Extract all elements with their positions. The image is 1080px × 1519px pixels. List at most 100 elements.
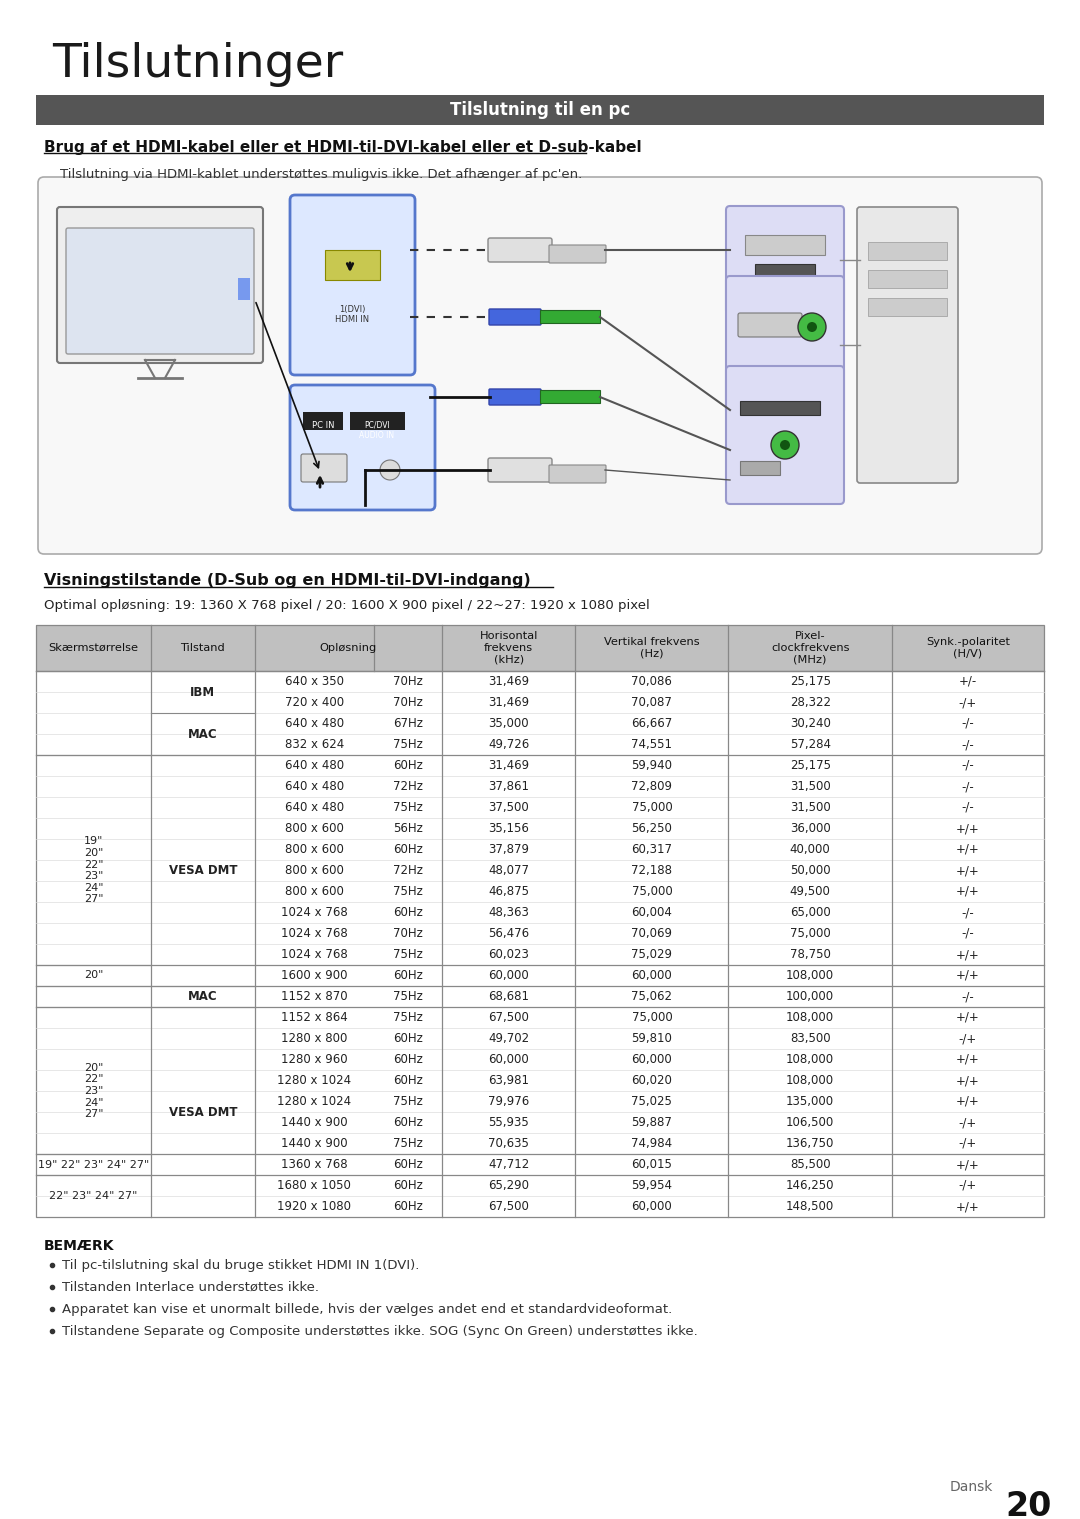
- Bar: [36, 1007, 1044, 1028]
- Text: 28,322: 28,322: [789, 696, 831, 709]
- Text: 50,000: 50,000: [789, 864, 831, 876]
- Text: 1360 x 768: 1360 x 768: [281, 1157, 348, 1171]
- Bar: [36, 819, 1044, 838]
- FancyBboxPatch shape: [488, 459, 552, 482]
- Text: -/+: -/+: [959, 1116, 977, 1129]
- Text: Brug af et HDMI-kabel eller et HDMI-til-DVI-kabel eller et D-sub-kabel: Brug af et HDMI-kabel eller et HDMI-til-…: [44, 140, 642, 155]
- Bar: [868, 242, 947, 260]
- Text: 60Hz: 60Hz: [393, 905, 423, 919]
- Text: 22" 23" 24" 27": 22" 23" 24" 27": [50, 1191, 137, 1202]
- Bar: [540, 310, 600, 324]
- Text: MAC: MAC: [188, 728, 218, 740]
- Text: 720 x 400: 720 x 400: [285, 696, 343, 709]
- Text: 800 x 600: 800 x 600: [285, 843, 343, 857]
- Text: 37,879: 37,879: [488, 843, 529, 857]
- Text: 1280 x 1024: 1280 x 1024: [278, 1074, 351, 1088]
- Text: 1280 x 960: 1280 x 960: [281, 1053, 348, 1066]
- Text: 63,981: 63,981: [488, 1074, 529, 1088]
- Text: Pixel-
clockfrekvens
(MHz): Pixel- clockfrekvens (MHz): [771, 632, 849, 665]
- Text: 85,500: 85,500: [789, 1157, 831, 1171]
- Text: 56,250: 56,250: [632, 822, 673, 835]
- Text: 640 x 480: 640 x 480: [285, 717, 343, 731]
- FancyBboxPatch shape: [38, 178, 1042, 554]
- Text: Horisontal
frekvens
(kHz): Horisontal frekvens (kHz): [480, 632, 538, 665]
- Text: 70,087: 70,087: [632, 696, 673, 709]
- Text: 1440 x 900: 1440 x 900: [281, 1116, 348, 1129]
- Bar: [36, 838, 1044, 860]
- FancyBboxPatch shape: [291, 194, 415, 375]
- Circle shape: [798, 313, 826, 340]
- Text: 70Hz: 70Hz: [393, 674, 423, 688]
- Text: -/-: -/-: [961, 905, 974, 919]
- Text: Skærmstørrelse: Skærmstørrelse: [49, 643, 138, 653]
- Text: -/-: -/-: [961, 927, 974, 940]
- Text: +/+: +/+: [956, 1095, 980, 1107]
- Text: 75Hz: 75Hz: [393, 990, 423, 1003]
- Text: Tilstandene Separate og Composite understøttes ikke. SOG (Sync On Green) underst: Tilstandene Separate og Composite unders…: [62, 1325, 698, 1338]
- Bar: [36, 986, 1044, 1007]
- Text: Visningstilstande (D-Sub og en HDMI-til-DVI-indgang): Visningstilstande (D-Sub og en HDMI-til-…: [44, 573, 530, 588]
- Text: BEMÆRK: BEMÆRK: [44, 1240, 114, 1253]
- Bar: [36, 965, 1044, 986]
- Text: 60,015: 60,015: [632, 1157, 673, 1171]
- Text: -/+: -/+: [959, 1179, 977, 1192]
- Text: Tilslutning via HDMI-kablet understøttes muligvis ikke. Det afhænger af pc'en.: Tilslutning via HDMI-kablet understøttes…: [60, 169, 582, 181]
- Text: PC/DVI
AUDIO IN: PC/DVI AUDIO IN: [360, 421, 394, 441]
- Text: +/-: +/-: [959, 674, 977, 688]
- Text: MAC: MAC: [188, 990, 218, 1003]
- Text: 75,000: 75,000: [632, 801, 672, 814]
- Text: 59,954: 59,954: [632, 1179, 673, 1192]
- Text: 108,000: 108,000: [786, 1074, 834, 1088]
- Text: 70,635: 70,635: [488, 1138, 529, 1150]
- Text: 800 x 600: 800 x 600: [285, 822, 343, 835]
- Text: -/-: -/-: [961, 738, 974, 750]
- Text: +/+: +/+: [956, 864, 980, 876]
- FancyBboxPatch shape: [549, 245, 606, 263]
- Text: 640 x 480: 640 x 480: [285, 760, 343, 772]
- Text: 74,984: 74,984: [632, 1138, 673, 1150]
- Text: 135,000: 135,000: [786, 1095, 834, 1107]
- Text: 800 x 600: 800 x 600: [285, 886, 343, 898]
- Bar: [36, 1091, 1044, 1112]
- Text: 75,025: 75,025: [632, 1095, 673, 1107]
- Text: 1440 x 900: 1440 x 900: [281, 1138, 348, 1150]
- Text: 60,000: 60,000: [632, 1200, 672, 1214]
- Text: +/+: +/+: [956, 843, 980, 857]
- Text: 60Hz: 60Hz: [393, 1179, 423, 1192]
- Bar: [36, 943, 1044, 965]
- Bar: [740, 401, 820, 415]
- Text: 72Hz: 72Hz: [393, 779, 423, 793]
- Text: -/+: -/+: [959, 696, 977, 709]
- Text: 31,469: 31,469: [488, 760, 529, 772]
- Text: 56,476: 56,476: [488, 927, 529, 940]
- Text: 60Hz: 60Hz: [393, 969, 423, 981]
- Text: 19"
20"
22"
23"
24"
27": 19" 20" 22" 23" 24" 27": [84, 837, 104, 904]
- Text: 25,175: 25,175: [789, 674, 831, 688]
- FancyBboxPatch shape: [738, 313, 802, 337]
- Text: -/-: -/-: [961, 760, 974, 772]
- Text: 25,175: 25,175: [789, 760, 831, 772]
- Text: -/-: -/-: [961, 990, 974, 1003]
- Text: Tilstand: Tilstand: [180, 643, 226, 653]
- Text: 60,000: 60,000: [488, 1053, 529, 1066]
- Text: Tilslutninger: Tilslutninger: [52, 43, 343, 87]
- Text: -/+: -/+: [959, 1031, 977, 1045]
- Text: 60Hz: 60Hz: [393, 1074, 423, 1088]
- Text: 75Hz: 75Hz: [393, 886, 423, 898]
- Text: 60,023: 60,023: [488, 948, 529, 962]
- Text: 108,000: 108,000: [786, 1053, 834, 1066]
- Text: 75Hz: 75Hz: [393, 948, 423, 962]
- Text: 108,000: 108,000: [786, 969, 834, 981]
- Text: 148,500: 148,500: [786, 1200, 834, 1214]
- FancyBboxPatch shape: [291, 384, 435, 510]
- Text: 49,726: 49,726: [488, 738, 529, 750]
- Text: 60Hz: 60Hz: [393, 1031, 423, 1045]
- Text: 31,469: 31,469: [488, 674, 529, 688]
- FancyBboxPatch shape: [726, 276, 843, 415]
- Text: 31,469: 31,469: [488, 696, 529, 709]
- FancyBboxPatch shape: [488, 238, 552, 261]
- Text: -/-: -/-: [961, 801, 974, 814]
- Text: 136,750: 136,750: [786, 1138, 835, 1150]
- Circle shape: [780, 441, 789, 450]
- Bar: [325, 251, 380, 279]
